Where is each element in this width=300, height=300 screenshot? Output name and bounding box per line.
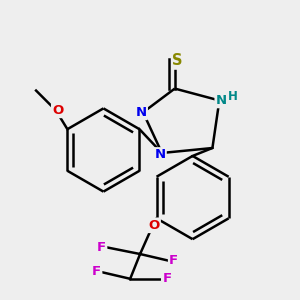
Text: H: H <box>228 90 238 103</box>
Text: F: F <box>169 254 178 268</box>
Text: N: N <box>216 94 227 107</box>
Text: N: N <box>154 148 166 161</box>
Text: F: F <box>162 272 171 285</box>
Text: F: F <box>92 266 101 278</box>
Text: O: O <box>52 104 64 117</box>
Text: O: O <box>148 219 160 232</box>
Text: F: F <box>97 241 106 254</box>
Text: N: N <box>136 106 147 119</box>
Text: S: S <box>172 53 183 68</box>
